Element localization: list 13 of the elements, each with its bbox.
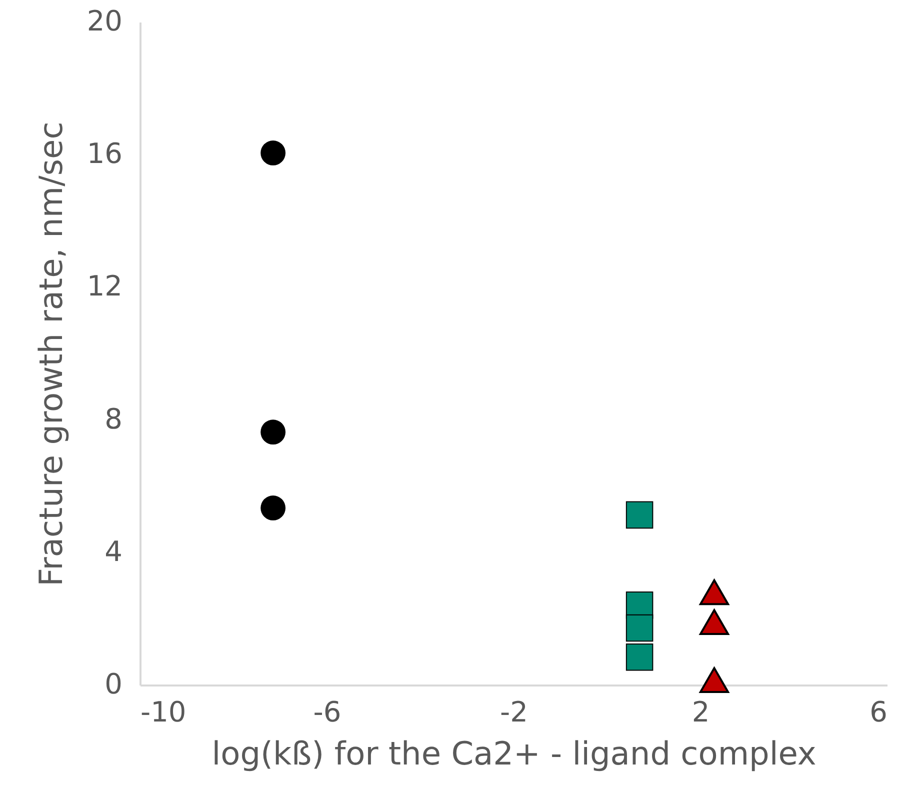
x-tick-label: -10 <box>140 696 186 728</box>
y-tick-label: 12 <box>86 270 122 303</box>
y-tick-label: 4 <box>104 534 122 568</box>
y-tick-label: 16 <box>86 137 122 170</box>
y-tick-label: 20 <box>86 4 122 38</box>
x-tick-label: -2 <box>500 696 528 728</box>
x-tick-label: 2 <box>692 696 710 728</box>
y-tick-label: 8 <box>104 402 122 436</box>
x-tick-label: -6 <box>313 696 342 728</box>
x-axis-title: log(kß) for the Ca2+ - ligand complex <box>212 734 816 772</box>
x-tick-label: 6 <box>870 696 888 728</box>
y-tick-label: 0 <box>104 668 122 700</box>
y-axis-title: Fracture growth rate, nm/sec <box>32 122 70 586</box>
